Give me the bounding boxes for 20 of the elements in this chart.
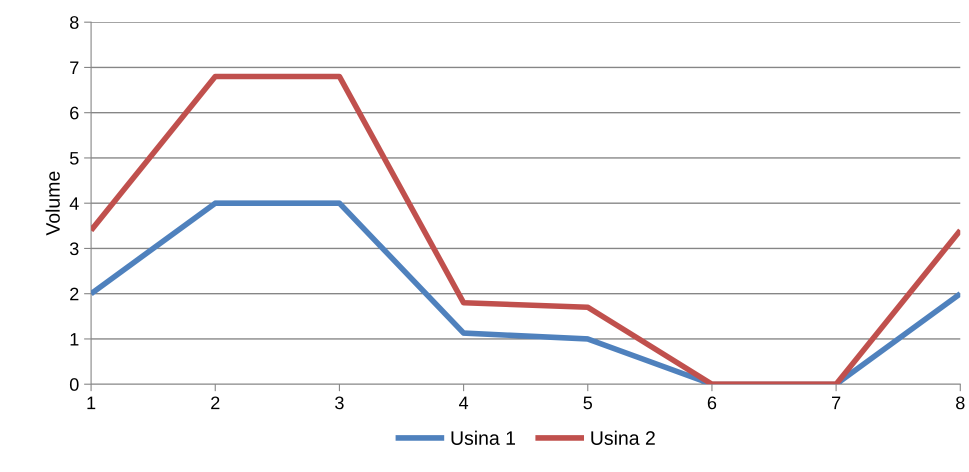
legend-label: Usina 2 [591, 430, 655, 445]
x-tick-label: 3 [335, 396, 344, 410]
y-axis-title: Volume [46, 172, 60, 236]
y-tick-label: 0 [70, 378, 79, 391]
x-tick-label: 7 [832, 396, 840, 410]
x-tick-label: 6 [708, 396, 716, 410]
y-tick-label: 2 [70, 288, 78, 300]
x-tick-label: 8 [956, 396, 965, 410]
x-tick-label: 2 [211, 396, 220, 410]
legend-label: Usina 1 [452, 430, 516, 445]
x-tick-label: 5 [583, 396, 592, 410]
y-tick-label: 8 [70, 16, 78, 29]
y-tick-label: 3 [70, 242, 78, 256]
x-tick-label: 1 [87, 396, 96, 410]
y-tick-label: 6 [70, 106, 78, 120]
x-tick-label: 4 [458, 396, 468, 410]
y-tick-label: 1 [70, 333, 78, 346]
y-tick-label: 4 [70, 197, 79, 210]
y-tick-label: 7 [70, 62, 78, 74]
y-tick-label: 5 [70, 152, 79, 165]
